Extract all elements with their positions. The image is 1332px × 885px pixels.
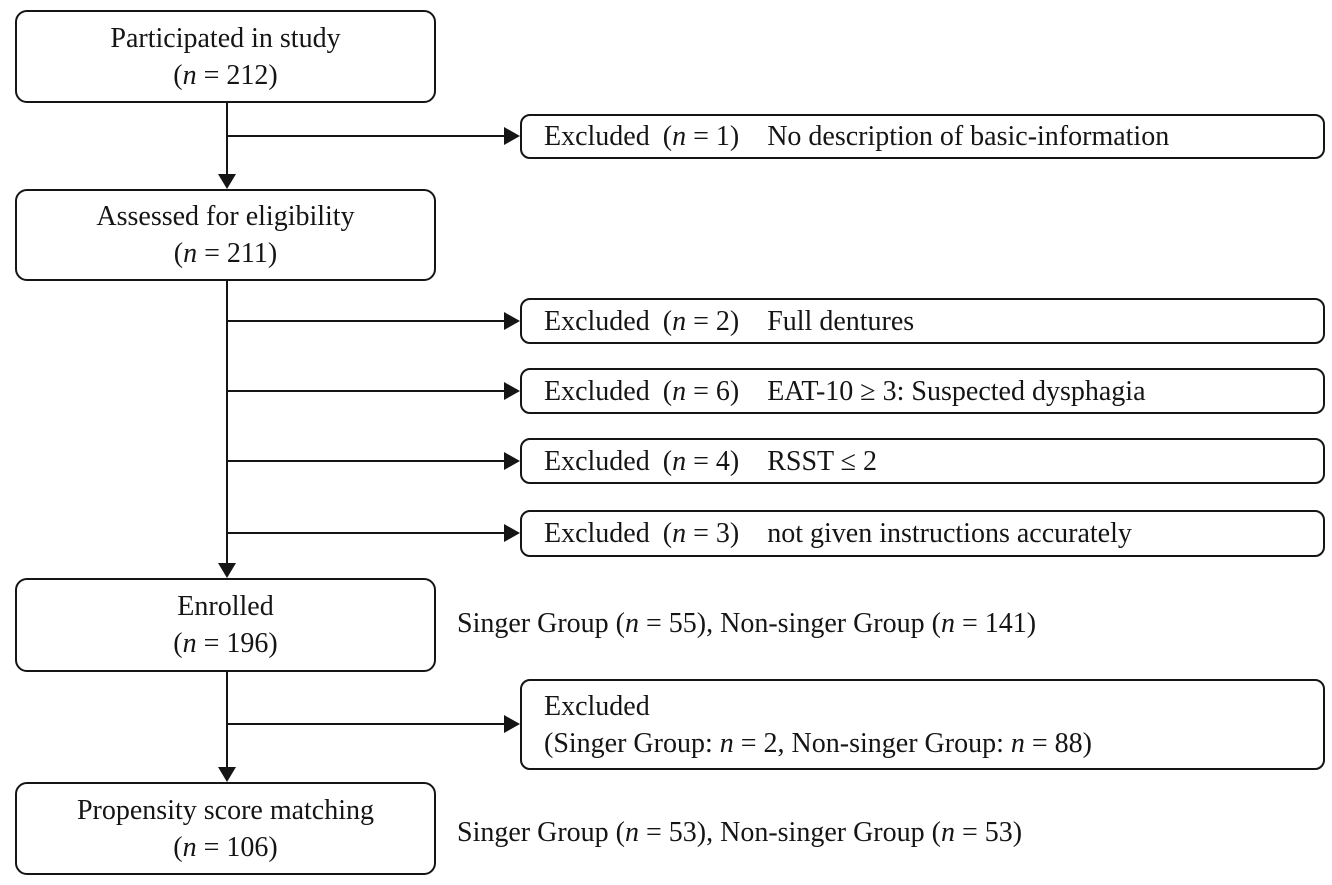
connector-branch-exclusion-groups <box>226 723 505 725</box>
excluded-count: (n = 4) <box>662 445 740 477</box>
connector-assessed-enrolled <box>226 281 228 563</box>
arrowhead-down-icon <box>218 767 236 782</box>
arrowhead-right-icon <box>504 312 520 330</box>
box-propensity: Propensity score matching (n = 106) <box>15 782 436 875</box>
excluded-reason: not given instructions accurately <box>767 518 1132 549</box>
box-excluded-rsst: Excluded (n = 4) RSST ≤ 2 <box>520 438 1325 484</box>
arrowhead-down-icon <box>218 174 236 189</box>
excluded-reason: EAT-10 ≥ 3: Suspected dysphagia <box>767 375 1146 407</box>
arrowhead-right-icon <box>504 382 520 400</box>
note-propensity-groups: Singer Group (n = 53), Non-singer Group … <box>457 817 1023 848</box>
excluded-label: Excluded <box>544 121 650 152</box>
box-propensity-title: Propensity score matching <box>76 794 375 826</box>
box-assessed-count: (n = 211) <box>173 238 278 269</box>
connector-branch-exclusion-4 <box>226 460 505 462</box>
box-participated: Participated in study (n = 212) <box>15 10 436 103</box>
arrowhead-down-icon <box>218 563 236 578</box>
excluded-label: Excluded <box>544 445 650 477</box>
box-excluded-basic-information: Excluded (n = 1) No description of basic… <box>520 114 1325 159</box>
box-excluded-instructions: Excluded (n = 3) not given instructions … <box>520 510 1325 557</box>
excluded-count: (n = 3) <box>662 518 740 549</box>
box-participated-title: Participated in study <box>110 22 341 54</box>
excluded-label: Excluded <box>544 518 650 549</box>
arrowhead-right-icon <box>504 452 520 470</box>
box-enrolled-count: (n = 196) <box>173 628 278 659</box>
excluded-count: (n = 2) <box>662 305 740 337</box>
arrowhead-right-icon <box>504 715 520 733</box>
note-enrolled-groups: Singer Group (n = 55), Non-singer Group … <box>457 608 1037 639</box>
box-excluded-full-dentures: Excluded (n = 2) Full dentures <box>520 298 1325 344</box>
connector-branch-exclusion-2 <box>226 320 505 322</box>
box-excluded-eat10: Excluded (n = 6) EAT-10 ≥ 3: Suspected d… <box>520 368 1325 414</box>
connector-branch-exclusion-5 <box>226 532 505 534</box>
connector-branch-exclusion-1 <box>226 135 505 137</box>
excluded-reason: No description of basic-information <box>767 121 1170 152</box>
excluded-count: (n = 6) <box>662 375 740 407</box>
excluded-group-counts: (Singer Group: n = 2, Non-singer Group: … <box>544 727 1092 759</box>
box-enrolled-title: Enrolled <box>177 591 274 622</box>
connector-enrolled-propensity <box>226 672 228 767</box>
connector-participated-assessed <box>226 103 228 175</box>
excluded-label: Excluded <box>544 690 650 722</box>
arrowhead-right-icon <box>504 524 520 542</box>
arrowhead-right-icon <box>504 127 520 145</box>
box-assessed-title: Assessed for eligibility <box>96 201 355 232</box>
excluded-label: Excluded <box>544 375 650 407</box>
box-assessed: Assessed for eligibility (n = 211) <box>15 189 436 281</box>
box-participated-count: (n = 212) <box>173 59 278 91</box>
box-propensity-count: (n = 106) <box>173 831 278 863</box>
excluded-label: Excluded <box>544 305 650 337</box>
excluded-reason: Full dentures <box>767 305 915 337</box>
connector-branch-exclusion-3 <box>226 390 505 392</box>
excluded-reason: RSST ≤ 2 <box>767 445 877 477</box>
box-enrolled: Enrolled (n = 196) <box>15 578 436 672</box>
box-excluded-groups: Excluded (Singer Group: n = 2, Non-singe… <box>520 679 1325 770</box>
excluded-count: (n = 1) <box>662 121 740 152</box>
